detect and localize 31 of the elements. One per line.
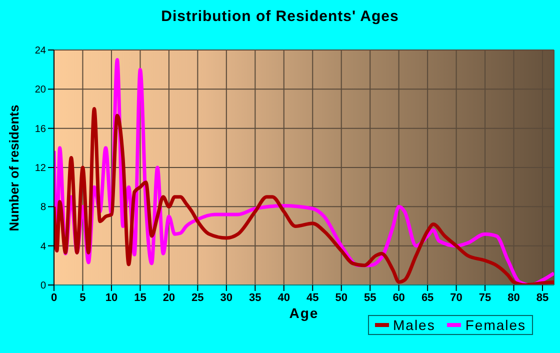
y-tick-label: 0 <box>40 280 46 292</box>
x-tick-label: 55 <box>364 292 376 304</box>
y-tick-label: 4 <box>40 241 46 252</box>
y-tick-label: 20 <box>34 84 46 96</box>
x-tick-label: 10 <box>105 292 118 304</box>
y-tick-label: 12 <box>34 163 46 174</box>
legend-label: Females <box>465 317 526 333</box>
x-tick-label: 25 <box>192 292 204 304</box>
line-series <box>54 107 554 285</box>
x-tick-label: 65 <box>421 292 434 304</box>
y-tick-label: 16 <box>34 124 46 135</box>
y-axis-title: Number of residents <box>6 104 22 231</box>
x-tick-label: 50 <box>335 292 348 304</box>
x-tick-label: 0 <box>50 292 58 304</box>
x-tick-label: 30 <box>220 292 233 304</box>
x-tick-label: 80 <box>508 292 520 304</box>
x-tick-label: 35 <box>249 292 262 304</box>
y-tick-label: 8 <box>40 202 46 214</box>
x-tick-label: 75 <box>478 292 492 304</box>
chart-title: Distribution of Residents' Ages <box>160 8 400 25</box>
y-tick-label: 24 <box>34 46 46 57</box>
x-tick-label: 15 <box>134 292 146 304</box>
x-tick-label: 20 <box>162 292 176 304</box>
x-tick-label: 70 <box>450 292 462 304</box>
x-axis-title: Age <box>289 305 319 321</box>
x-tick-label: 45 <box>306 292 319 304</box>
legend-label: Males <box>393 317 436 333</box>
x-tick-label: 5 <box>80 292 86 304</box>
x-tick-label: 60 <box>392 292 405 304</box>
x-tick-label: 85 <box>536 292 549 304</box>
x-tick-label: 40 <box>278 292 290 304</box>
